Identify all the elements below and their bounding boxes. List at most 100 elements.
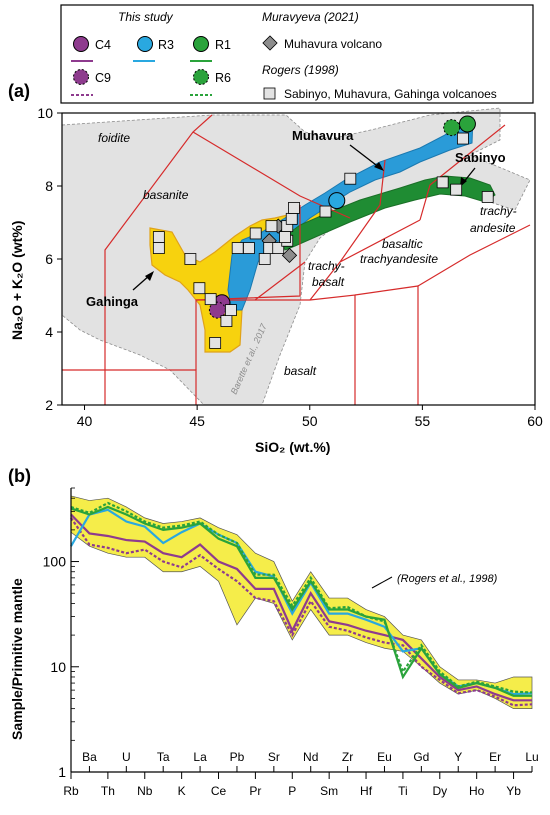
tas-x-tick-label: 50 [302,413,318,429]
legend-c9-marker [73,69,89,85]
spider-axis [70,487,533,779]
tas-y-tick-label: 2 [45,397,53,413]
spider-y-ticks: 1 10 100 [43,554,79,780]
series-r6-line [70,501,533,694]
element-label-bottom: Ti [398,784,408,798]
spider-y-axis-label: Sample/Primitive mantle [9,578,25,740]
rogers-sample-point [258,253,271,265]
legend-muravyeva: Muravyeva (2021) [262,10,359,24]
series-c9-line [70,517,533,707]
tas-x-ticks: 40 45 50 55 60 [77,405,543,429]
spider-y-tick-label: 100 [43,554,67,570]
element-label-top: La [193,750,207,764]
element-label-top: Sr [268,750,280,764]
legend-rogers-marker [263,87,276,100]
legend-r3-marker [137,36,153,52]
rogers-sample-point [285,212,298,225]
spider-y-tick-label: 10 [50,659,66,675]
rogers-sample-point [265,220,278,233]
rogers-sample-point [319,205,332,218]
rogers-sample-point [457,132,469,145]
tas-x-tick-label: 45 [189,413,205,429]
legend: This study Muravyeva (2021) Rogers (1998… [60,4,534,104]
label-foidite: foidite [98,131,130,145]
element-label-bottom: Ho [469,784,485,798]
legend-box [60,4,534,104]
spider-series [70,501,533,707]
legend-c9: C9 [95,71,111,85]
rogers-sample-point [193,282,206,295]
legend-rogers-volcanoes: Sabinyo, Muhavura, Gahinga volcanoes [284,87,497,101]
element-label-top: Y [454,750,462,764]
legend-r6: R6 [215,71,231,85]
label-basaltic-ta-2: trachyandesite [360,252,438,266]
spider-bottom-labels: Rb Th Nb K Ce Pr P Sm Hf Ti Dy Ho Yb [63,784,521,798]
element-label-bottom: Pr [249,784,261,798]
tas-x-axis-label: SiO₂ (wt.%) [255,439,330,455]
rogers-sample-point [344,172,357,185]
rogers-sample-point [152,242,165,254]
rogers-sample-point [249,227,262,240]
spider-y-tick-label: 1 [58,764,66,780]
element-label-bottom: Dy [432,784,447,798]
legend-r6-marker [193,69,209,85]
tas-points [152,115,494,349]
rogers-sample-point [272,242,285,254]
sample-r1-point [458,115,476,133]
element-label-top: Gd [413,750,429,764]
element-label-bottom: Yb [506,784,521,798]
legend-r1-marker [193,36,209,52]
legend-c4-marker [73,36,89,52]
element-label-top: Lu [525,750,538,764]
element-label-bottom: Rb [63,784,79,798]
label-trachyandesite-2: andesite [470,221,516,235]
element-label-top: Eu [377,750,392,764]
muravyeva-point [281,247,298,263]
rogers-sample-point [152,231,165,244]
element-label-top: Zr [342,750,353,764]
tas-y-tick-label: 10 [37,105,53,121]
element-label-bottom: Nb [137,784,153,798]
legend-r3: R3 [158,38,174,52]
legend-muhavura-marker [262,35,278,51]
element-label-top: Ba [82,750,97,764]
legend-c4: C4 [95,38,111,52]
element-label-top: Ta [157,750,170,764]
label-basalt: basalt [284,364,317,378]
callout-muhavura: Muhavura [292,128,354,143]
rogers-sample-point [450,183,463,196]
series-c4-line [70,513,532,702]
callout-gahinga: Gahinga [86,294,139,309]
rogers-sample-point [279,231,291,244]
tas-plot: foidite basanite trachy- basalt basaltic… [9,105,543,455]
label-basanite: basanite [143,188,189,202]
rogers-sample-point [288,201,300,214]
tas-y-axis-label: Na₂O + K₂O (wt%) [9,221,25,340]
spider-annotation-arrow [371,576,393,589]
label-trachybasalt-2: basalt [312,275,345,289]
rogers-sample-point [225,304,237,317]
label-basaltic-ta-1: basaltic [382,237,423,251]
label-trachybasalt-1: trachy- [308,259,345,273]
legend-rogers: Rogers (1998) [262,63,339,77]
tas-y-tick-label: 6 [45,251,53,267]
tas-x-tick-label: 60 [527,413,543,429]
element-label-bottom: Ce [211,784,227,798]
element-label-top: Pb [230,750,245,764]
spider-annotation: (Rogers et al., 1998) [397,573,498,585]
sample-r3-point [328,192,346,210]
element-label-bottom: Th [101,784,115,798]
callout-sabinyo: Sabinyo [455,150,506,165]
tas-y-ticks: 2 4 6 8 10 [37,105,62,413]
legend-r1: R1 [215,38,231,52]
element-label-top: U [122,750,131,764]
series-r1-line [70,505,532,697]
tas-y-tick-label: 8 [45,178,53,194]
tas-x-tick-label: 55 [415,413,431,429]
label-trachyandesite-1: trachy- [480,204,517,218]
legend-muhavura-volcano: Muhavura volcano [284,37,382,51]
element-label-top: Er [489,750,501,764]
spider-top-labels: Ba U Ta La Pb Sr Nd Zr Eu Gd Y Er Lu [82,750,539,764]
rogers-range-band [70,495,533,709]
